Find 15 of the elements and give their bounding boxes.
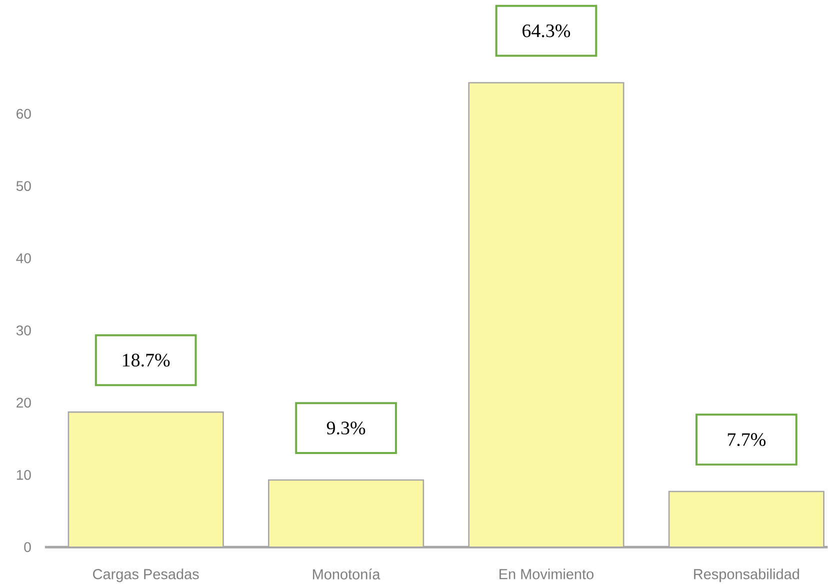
y-tick-label: 0 [24, 542, 31, 552]
y-tick-label: 30 [16, 325, 31, 336]
data-label: 9.3% [326, 422, 366, 434]
y-tick-label: 50 [16, 181, 31, 191]
y-tick-label: 60 [16, 108, 31, 119]
data-label: 18.7% [122, 354, 170, 367]
x-tick-label: Responsabilidad [694, 568, 799, 582]
data-label: 7.7% [728, 433, 766, 446]
y-tick-label: 20 [16, 398, 31, 408]
y-tick-label: 40 [16, 253, 31, 264]
x-tick-label: En Movimiento [500, 568, 594, 580]
data-label: 64.3% [522, 24, 570, 38]
y-tick-label: 10 [16, 470, 31, 480]
x-tick-label: Cargas Pesadas [93, 568, 199, 582]
x-tick-label: Monotonía [313, 568, 380, 580]
